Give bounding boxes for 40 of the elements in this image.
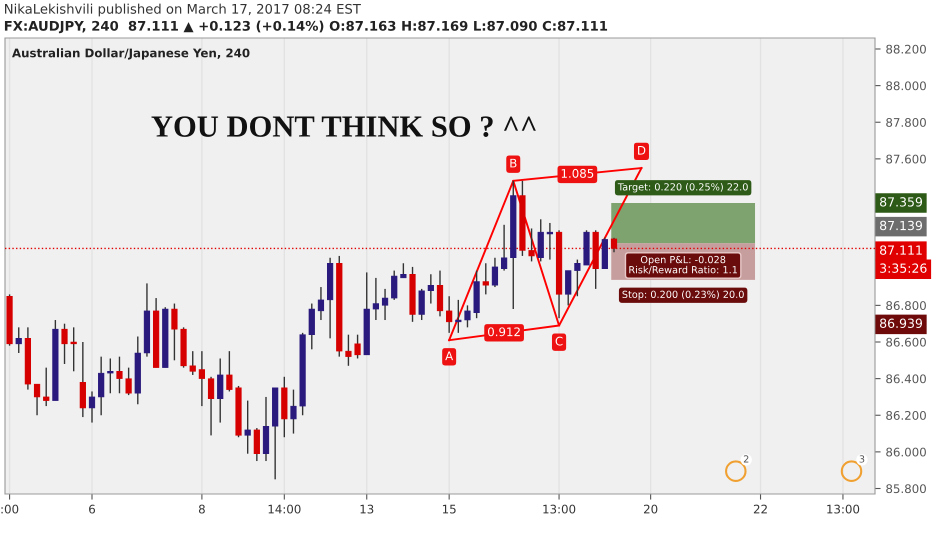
x-tick-label: 6 <box>89 504 96 514</box>
y-tick-label: 86.600 <box>886 338 926 347</box>
x-tick-label: 22 <box>754 504 767 514</box>
x-tick-label: 15 <box>442 504 456 514</box>
y-tick-label: 86.200 <box>886 410 926 420</box>
chart-title: FX:AUDJPY, 240 87.111 ▲ +0.123 (+0.14%) O:87.163 H:87.169 L:87.090 C:87.111 <box>4 20 608 34</box>
y-tick-label: 87.800 <box>886 118 926 127</box>
text: 86.939 <box>880 318 922 328</box>
y-tick-label: 88.000 <box>886 81 926 90</box>
x-tick-label: 13:00 <box>827 504 860 514</box>
x-tick-label: 14:00 <box>268 504 301 514</box>
annotation: Open P&L: -0.028 Risk/Reward Ratio: 1.1 <box>629 256 737 274</box>
x-tick-label: 20 <box>644 504 658 514</box>
annotation: 1.085 <box>562 168 594 178</box>
y-tick-label: 86.400 <box>886 374 926 384</box>
y-tick-label: 88.200 <box>886 44 926 54</box>
text: 3:35:26 <box>880 263 927 273</box>
x-tick-label: 8 <box>198 504 205 514</box>
text: 87.139 <box>880 220 922 230</box>
annotation: YOU DONT THINK SO ? ^^ <box>151 116 536 137</box>
annotation: 2 <box>744 455 748 462</box>
y-tick-label: 86.000 <box>886 448 926 457</box>
annotation: 3 <box>860 455 864 463</box>
band-label: Target: 0.220 (0.25%) 22.0 <box>618 183 748 192</box>
text: Australian Dollar/Japanese Yen, 240 <box>12 48 250 60</box>
ref-line-label: 87.111 <box>880 245 922 255</box>
band-label: Stop: 0.200 (0.23%) 20.0 <box>622 290 744 300</box>
annotation: 0.912 <box>488 327 520 336</box>
annotation: C <box>556 336 563 346</box>
annotation: A <box>445 351 454 360</box>
y-tick-label: 87.600 <box>886 154 926 164</box>
annotation: B <box>510 158 516 168</box>
text: NikaLekishvili published on March 17, 2017 08:24 EST <box>5 4 361 16</box>
x-tick-label: 13:00 <box>543 504 576 514</box>
x-tick-label: 13 <box>360 504 374 514</box>
x-tick-label: :00 <box>1 504 18 514</box>
annotation: D <box>638 146 646 155</box>
text: 87.359 <box>880 197 922 207</box>
y-tick-label: 86.800 <box>886 301 926 310</box>
y-tick-label: 85.800 <box>886 484 926 494</box>
